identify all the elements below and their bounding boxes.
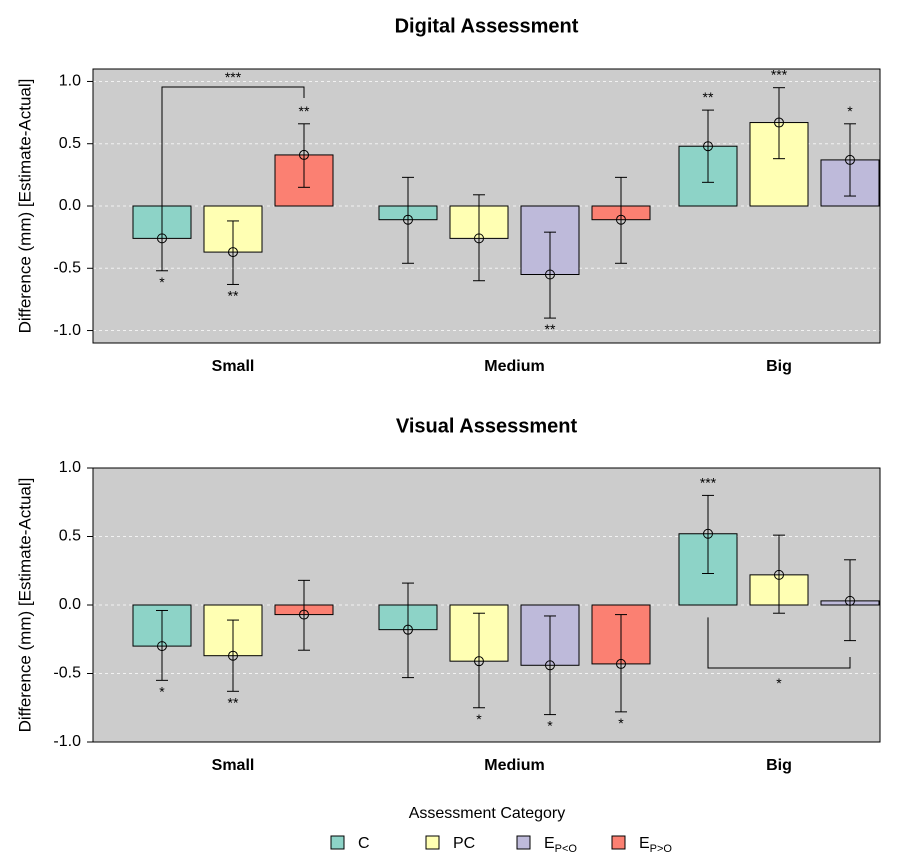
category-label: Medium xyxy=(484,757,544,774)
y-tick-label: -1.0 xyxy=(53,322,81,339)
mean-point xyxy=(845,595,855,606)
mean-point xyxy=(774,569,784,580)
mean-point xyxy=(474,656,484,667)
mean-point xyxy=(845,154,855,165)
legend-title: Assessment Category xyxy=(409,805,566,822)
mean-point xyxy=(545,269,555,280)
significance-label: * xyxy=(847,103,853,119)
category-label: Big xyxy=(766,757,792,774)
significance-label: * xyxy=(159,683,165,699)
bracket-label: *** xyxy=(225,69,242,85)
legend: Assessment Category C PC EP<O EP>O xyxy=(330,805,672,854)
mean-point xyxy=(774,117,784,128)
legend-swatch xyxy=(516,835,531,850)
legend-label: PC xyxy=(453,835,475,852)
mean-point xyxy=(228,650,238,661)
legend-swatch xyxy=(425,835,440,850)
category-label: Small xyxy=(212,358,255,375)
legend-label: EP<O xyxy=(544,835,577,854)
y-axis-label: Difference (mm) [Estimate-Actual] xyxy=(15,79,34,334)
chart-panel-2: Visual Assessment 1.0 0.5 0.0 -0.5 -1.0 Differ… xyxy=(15,415,881,774)
mean-point xyxy=(403,214,413,225)
category-label: Small xyxy=(212,757,255,774)
y-tick-label: -0.5 xyxy=(53,259,81,276)
significance-label: * xyxy=(159,274,165,290)
significance-label: ** xyxy=(703,89,714,105)
significance-label: *** xyxy=(700,474,717,490)
significance-label: ** xyxy=(228,287,239,303)
y-tick-label: 0.5 xyxy=(59,135,81,152)
legend-swatch xyxy=(330,835,345,850)
bracket-label: * xyxy=(776,675,782,691)
y-axis-label: Difference (mm) [Estimate-Actual] xyxy=(15,478,34,733)
significance-label: * xyxy=(547,718,553,734)
significance-label: * xyxy=(618,715,624,731)
mean-point xyxy=(157,233,167,244)
y-tick-label: 0.5 xyxy=(59,528,81,545)
plot-frame xyxy=(92,467,881,743)
y-tick-label: 1.0 xyxy=(59,459,81,476)
mean-point xyxy=(616,214,626,225)
y-tick-label: -0.5 xyxy=(53,665,81,682)
chart-title: Visual Assessment xyxy=(396,415,578,437)
plot-frame xyxy=(92,68,881,344)
chart-title: Digital Assessment xyxy=(395,15,579,37)
mean-point xyxy=(299,149,309,160)
mean-point xyxy=(703,141,713,152)
mean-point xyxy=(616,658,626,669)
category-label: Medium xyxy=(484,358,544,375)
legend-subscript: P>O xyxy=(650,843,673,854)
significance-bracket xyxy=(161,86,305,206)
legend-label: EP>O xyxy=(639,835,672,854)
y-tick-label: -1.0 xyxy=(53,733,81,750)
significance-bracket xyxy=(707,617,851,669)
chart-panel-1: Digital Assessment 1.0 0.5 0.0 -0.5 -1.0 Diffe… xyxy=(15,15,881,375)
legend-item-C: C xyxy=(330,835,370,852)
legend-item-E>: EP>O xyxy=(611,835,672,854)
significance-label: *** xyxy=(771,67,788,83)
legend-item-PC: PC xyxy=(425,835,475,852)
mean-point xyxy=(403,624,413,635)
legend-label: C xyxy=(358,835,370,852)
legend-subscript: P<O xyxy=(555,843,578,854)
legend-swatch xyxy=(611,835,626,850)
mean-point xyxy=(299,609,309,620)
mean-point xyxy=(157,641,167,652)
mean-point xyxy=(228,247,238,258)
y-tick-label: 1.0 xyxy=(59,73,81,90)
legend-item-E<: EP<O xyxy=(516,835,577,854)
significance-label: * xyxy=(476,711,482,727)
y-tick-label: 0.0 xyxy=(59,596,81,613)
mean-point xyxy=(703,528,713,539)
mean-point xyxy=(545,660,555,671)
significance-label: ** xyxy=(545,321,556,337)
significance-label: ** xyxy=(299,103,310,119)
mean-point xyxy=(474,233,484,244)
significance-label: ** xyxy=(228,694,239,710)
category-label: Big xyxy=(766,358,792,375)
y-tick-label: 0.0 xyxy=(59,197,81,214)
